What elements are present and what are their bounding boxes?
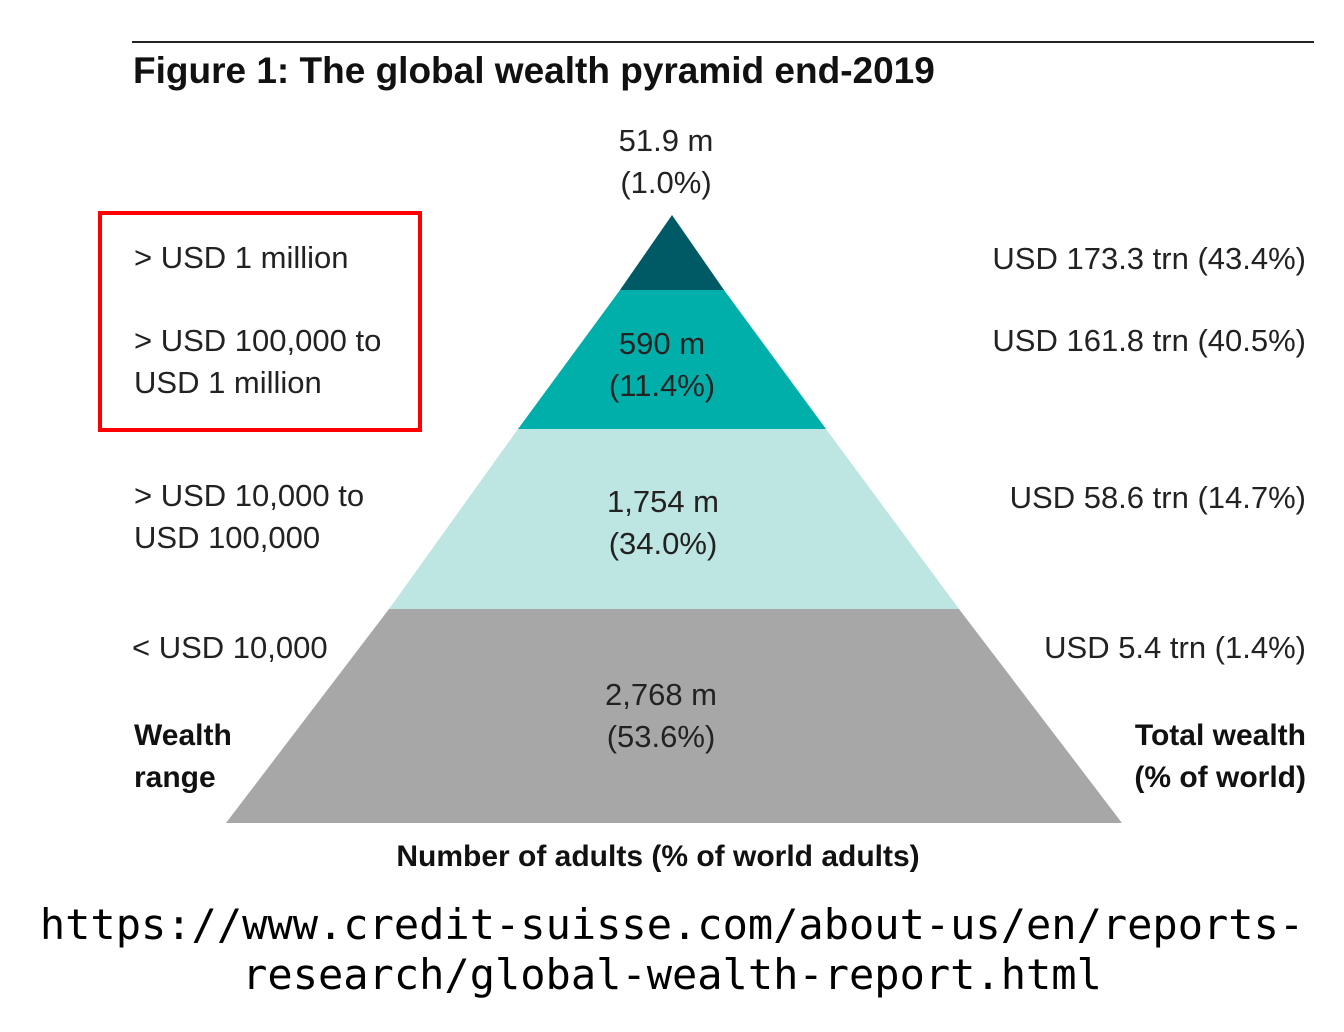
adults-tier-upper: 590 m (11.4%) bbox=[562, 323, 762, 407]
total-wealth-upper: USD 161.8 trn (40.5%) bbox=[992, 323, 1306, 358]
adults-tier-base: 2,768 m (53.6%) bbox=[561, 674, 761, 758]
left-axis-label: Wealth range bbox=[134, 715, 232, 799]
adults-tier-middle: 1,754 m (34.0%) bbox=[563, 481, 763, 565]
wealth-range-line: > USD 10,000 to bbox=[134, 478, 365, 513]
adults-share: (34.0%) bbox=[608, 526, 718, 561]
adults-share: (1.0%) bbox=[620, 165, 712, 200]
wealth-range-line: USD 1 million bbox=[134, 365, 322, 400]
adults-count: 1,754 m bbox=[606, 484, 719, 519]
right-axis-label: Total wealth (% of world) bbox=[1000, 715, 1306, 799]
wealth-range-base: < USD 10,000 bbox=[132, 627, 328, 669]
pyramid-tier-upper bbox=[518, 290, 826, 429]
left-axis-label-line: range bbox=[134, 761, 216, 794]
adults-count: 590 m bbox=[618, 326, 706, 361]
wealth-range-middle: > USD 10,000 to USD 100,000 bbox=[134, 475, 364, 559]
wealth-range-top: > USD 1 million bbox=[134, 237, 349, 279]
wealth-range-line: < USD 10,000 bbox=[132, 630, 328, 665]
source-url: https://www.credit-suisse.com/about-us/e… bbox=[0, 900, 1344, 1000]
figure-title: Figure 1: The global wealth pyramid end-… bbox=[133, 50, 935, 91]
right-axis-label-line: (% of world) bbox=[1134, 761, 1306, 794]
wealth-range-line: > USD 1 million bbox=[134, 240, 349, 275]
pyramid-tier-base bbox=[226, 609, 1122, 823]
total-wealth-middle: USD 58.6 trn (14.7%) bbox=[1009, 480, 1306, 515]
adults-tier-top: 51.9 m (1.0%) bbox=[566, 120, 766, 204]
left-axis-label-line: Wealth bbox=[134, 719, 232, 752]
total-wealth-base: USD 5.4 trn (1.4%) bbox=[1044, 630, 1306, 665]
title-rule bbox=[132, 41, 1314, 43]
source-url-line: https://www.credit-suisse.com/about-us/e… bbox=[39, 900, 1305, 949]
bottom-axis-label: Number of adults (% of world adults) bbox=[396, 840, 920, 873]
wealth-range-line: > USD 100,000 to bbox=[134, 323, 382, 358]
highlight-box bbox=[98, 211, 422, 432]
wealth-range-line: USD 100,000 bbox=[134, 520, 321, 555]
pyramid-tier-middle bbox=[389, 429, 959, 609]
source-url-line: research/global-wealth-report.html bbox=[242, 950, 1102, 999]
total-wealth-top: USD 173.3 trn (43.4%) bbox=[992, 241, 1306, 276]
adults-count: 51.9 m bbox=[618, 123, 714, 158]
right-axis-label-line: Total wealth bbox=[1134, 719, 1306, 752]
wealth-range-upper: > USD 100,000 to USD 1 million bbox=[134, 320, 381, 404]
adults-count: 2,768 m bbox=[604, 677, 717, 712]
adults-share: (53.6%) bbox=[606, 719, 716, 754]
pyramid-tier-top bbox=[620, 215, 724, 290]
adults-share: (11.4%) bbox=[608, 368, 716, 403]
